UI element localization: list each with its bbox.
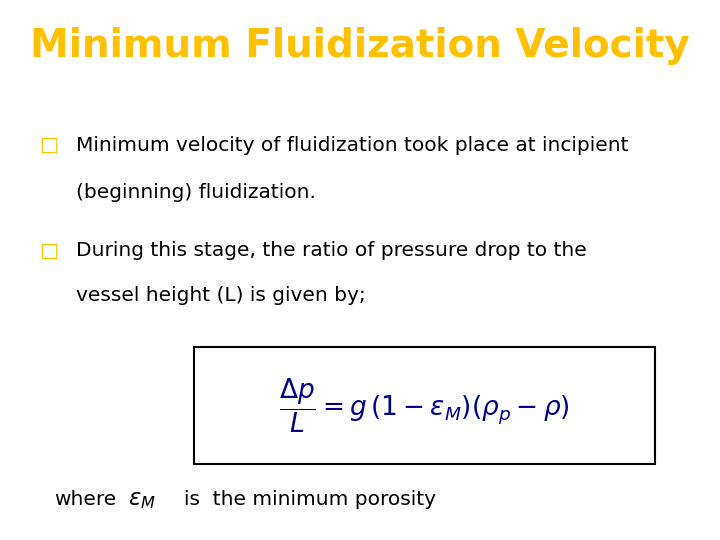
Text: Minimum Fluidization Velocity: Minimum Fluidization Velocity <box>30 27 690 65</box>
Text: where: where <box>54 490 116 509</box>
Text: □: □ <box>40 241 58 260</box>
FancyBboxPatch shape <box>194 347 655 464</box>
Text: is  the minimum porosity: is the minimum porosity <box>184 490 436 509</box>
Text: vessel height (L) is given by;: vessel height (L) is given by; <box>76 286 365 305</box>
Text: (beginning) fluidization.: (beginning) fluidization. <box>76 183 315 202</box>
Text: $\varepsilon_M$: $\varepsilon_M$ <box>128 488 156 511</box>
Text: Minimum velocity of fluidization took place at incipient: Minimum velocity of fluidization took pl… <box>76 136 628 155</box>
Text: □: □ <box>40 136 58 155</box>
Text: During this stage, the ratio of pressure drop to the: During this stage, the ratio of pressure… <box>76 241 586 260</box>
Text: $\dfrac{\Delta p}{L} = g\,(1 - \varepsilon_M)(\rho_p - \rho)$: $\dfrac{\Delta p}{L} = g\,(1 - \varepsil… <box>279 376 570 435</box>
